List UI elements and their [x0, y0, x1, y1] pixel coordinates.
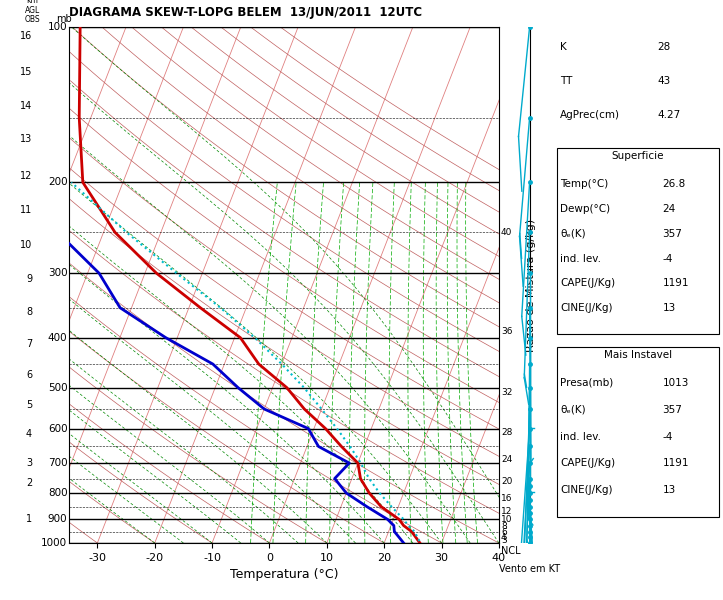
- Text: Razao de Mistura (g/kg): Razao de Mistura (g/kg): [526, 218, 536, 352]
- Text: 36: 36: [501, 328, 513, 337]
- Bar: [557, 148, 719, 334]
- Text: Temp(°C): Temp(°C): [560, 179, 608, 189]
- Text: 1191: 1191: [662, 278, 689, 288]
- Text: ind. lev.: ind. lev.: [560, 431, 601, 442]
- Text: 10: 10: [20, 241, 32, 250]
- Text: 100: 100: [48, 22, 67, 32]
- Text: mb: mb: [56, 14, 72, 25]
- Text: 1191: 1191: [662, 458, 689, 469]
- Text: 26.8: 26.8: [662, 179, 685, 189]
- Text: TT: TT: [560, 76, 573, 86]
- Text: 13: 13: [662, 485, 676, 495]
- Text: 600: 600: [48, 424, 67, 434]
- Text: 7: 7: [26, 339, 32, 349]
- Text: 14: 14: [20, 101, 32, 110]
- Text: 16: 16: [501, 494, 513, 503]
- Text: 5: 5: [26, 400, 32, 410]
- Text: Dewp(°C): Dewp(°C): [560, 204, 610, 214]
- Text: AgPrec(cm): AgPrec(cm): [560, 110, 620, 119]
- Text: 357: 357: [662, 229, 683, 239]
- Text: 12: 12: [20, 170, 32, 181]
- Text: 4: 4: [26, 430, 32, 439]
- Text: DIAGRAMA SKEW-T-LOPG BELEM  13/JUN/2011  12UTC: DIAGRAMA SKEW-T-LOPG BELEM 13/JUN/2011 1…: [69, 6, 422, 19]
- Text: 6: 6: [501, 528, 507, 537]
- Text: 24: 24: [501, 455, 513, 464]
- Text: 20: 20: [501, 477, 513, 486]
- Text: 32: 32: [501, 388, 513, 397]
- Text: -4: -4: [662, 254, 673, 263]
- Text: CINE(J/Kg): CINE(J/Kg): [560, 303, 612, 313]
- Text: 1: 1: [26, 514, 32, 524]
- Text: 500: 500: [48, 383, 67, 392]
- Text: 1000: 1000: [41, 538, 67, 548]
- Text: Mais Instavel: Mais Instavel: [604, 349, 672, 359]
- Text: 200: 200: [48, 178, 67, 187]
- Text: Presa(mb): Presa(mb): [560, 378, 613, 388]
- Text: 8: 8: [26, 307, 32, 317]
- Text: 800: 800: [48, 488, 67, 498]
- Text: 43: 43: [658, 76, 671, 86]
- Text: 4.27: 4.27: [658, 110, 681, 119]
- Text: 6: 6: [26, 370, 32, 380]
- Text: 9: 9: [26, 274, 32, 284]
- Text: 3: 3: [26, 458, 32, 468]
- Text: Vento em KT: Vento em KT: [499, 563, 560, 574]
- Text: 400: 400: [48, 332, 67, 343]
- Text: 2: 2: [26, 478, 32, 488]
- Text: 1013: 1013: [662, 378, 689, 388]
- Text: -4: -4: [662, 431, 673, 442]
- Text: 11: 11: [20, 205, 32, 215]
- Text: CAPE(J/Kg): CAPE(J/Kg): [560, 458, 615, 469]
- Text: 12: 12: [501, 507, 513, 516]
- Text: θₑ(K): θₑ(K): [560, 405, 586, 415]
- Text: Superficie: Superficie: [612, 151, 664, 161]
- Text: CINE(J/Kg): CINE(J/Kg): [560, 485, 612, 495]
- Text: NCL: NCL: [501, 545, 521, 556]
- Text: 900: 900: [48, 514, 67, 524]
- Bar: [557, 347, 719, 517]
- X-axis label: Temperatura (°C): Temperatura (°C): [229, 568, 338, 581]
- Text: km
AGL
OBS: km AGL OBS: [25, 0, 40, 25]
- Text: K: K: [560, 43, 567, 52]
- Text: ind. lev.: ind. lev.: [560, 254, 601, 263]
- Text: θₑ(K): θₑ(K): [560, 229, 586, 239]
- Text: 40: 40: [501, 228, 513, 237]
- Text: 700: 700: [48, 458, 67, 468]
- Text: 8: 8: [501, 522, 507, 531]
- Text: 24: 24: [662, 204, 676, 214]
- Text: 28: 28: [501, 428, 513, 437]
- Text: 10: 10: [501, 515, 513, 524]
- Text: 4: 4: [501, 533, 507, 542]
- Text: 16: 16: [20, 31, 32, 41]
- Text: 28: 28: [658, 43, 671, 52]
- Text: 13: 13: [20, 134, 32, 144]
- Text: 13: 13: [662, 303, 676, 313]
- Text: CAPE(J/Kg): CAPE(J/Kg): [560, 278, 615, 288]
- Text: 300: 300: [48, 268, 67, 278]
- Text: 15: 15: [20, 67, 32, 77]
- Text: 3: 3: [501, 536, 507, 545]
- Text: 357: 357: [662, 405, 683, 415]
